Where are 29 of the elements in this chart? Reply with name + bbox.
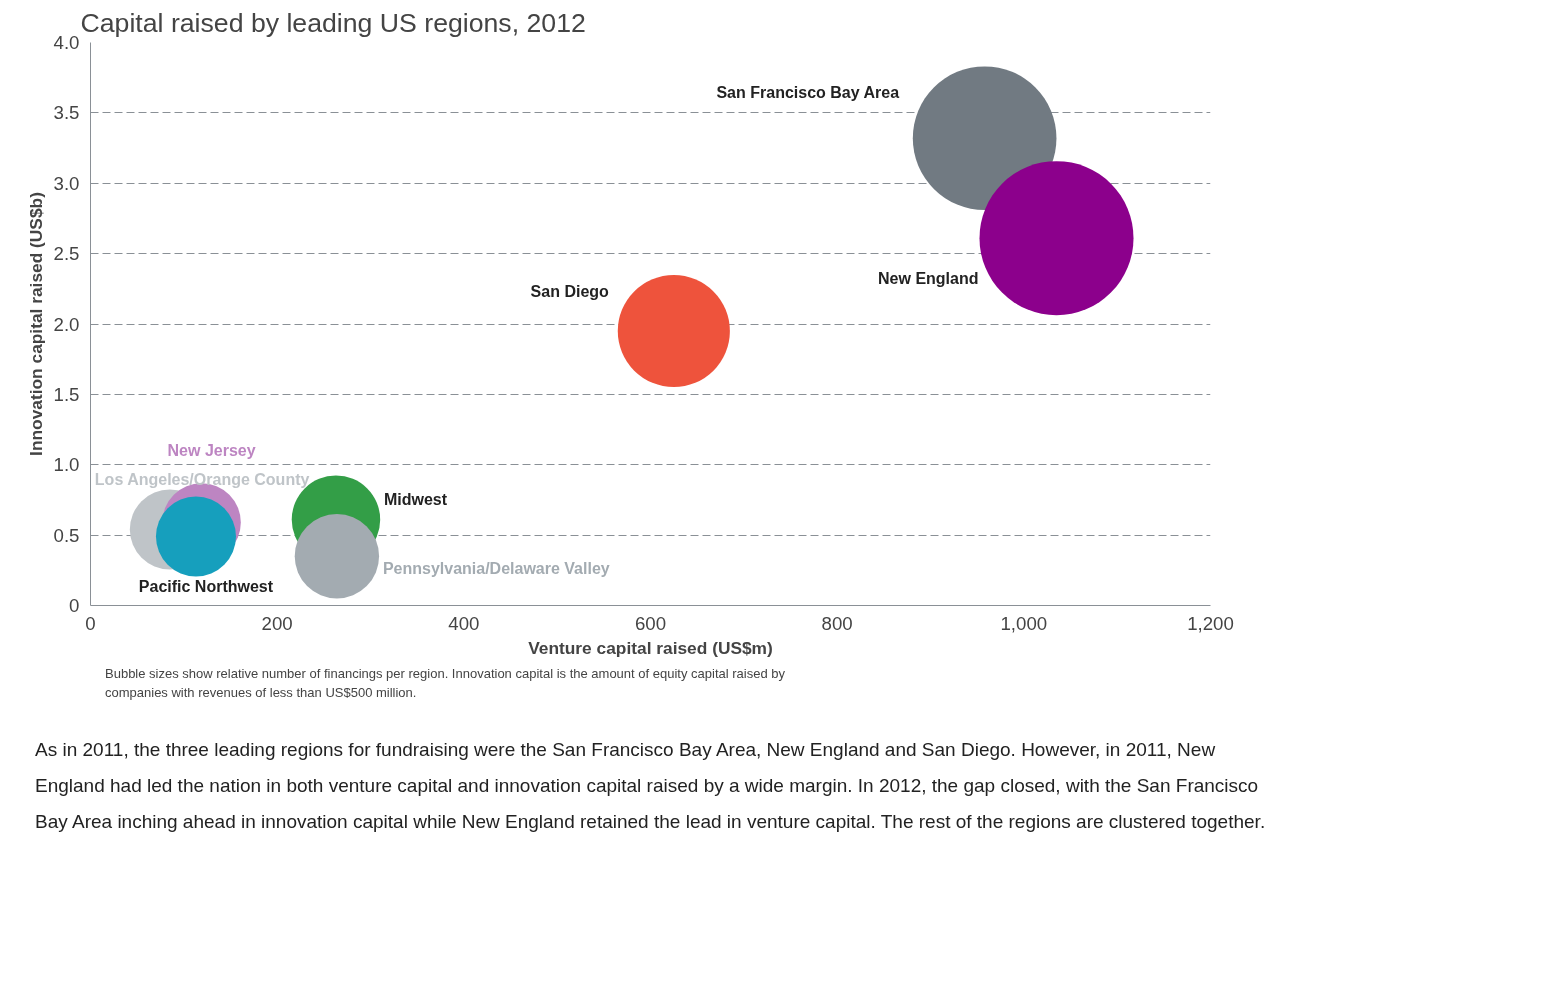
x-tick-label: 0 [85,612,96,634]
x-tick-label: 200 [261,612,293,634]
x-tick-label: 400 [448,612,480,634]
text: New Jersey [167,441,256,459]
series-label: New England [878,269,979,287]
y-tick-label: 1.0 [53,454,80,476]
x-tick-label: 600 [634,612,667,634]
y-axis-title: Innovation capital raised (US$b) [25,192,46,456]
text: As in 2011, the three leading regions for fundraising were the San Francisco Bay Area, New England and San Diego. However, in 2011, New England had led the nation in both venture capital and innovation capital raised by a wide margin. In 2012, the gap closed, with the San Francisco Bay Area inching ahead in innovation capital while New England retained the lead in venture capital. The rest of the regions are clustered together. [35,738,1267,835]
y-tick-label: 3.0 [53,172,80,194]
x-tick-label: 1,200 [1187,612,1234,634]
x-axis-title: Venture capital raised (US$m) [528,637,773,658]
y-tick-label: 3.5 [53,102,80,124]
series-label: San Diego [530,282,610,300]
series-label: Los Angeles/Orange County [94,470,310,488]
y-tick-label: 0 [69,595,80,616]
series-label: Pennsylvania/Delaware Valley [382,559,610,577]
series-label: San Francisco Bay Area [716,83,900,101]
y-tick-label: 2.5 [53,243,80,265]
x-tick-label: 800 [821,612,853,634]
y-tick-label: 1.5 [53,383,80,405]
series-label: Pacific Northwest [138,578,274,596]
y-tick-label: 2.0 [53,313,80,335]
y-tick-label: 4.0 [53,32,80,53]
text: Bubble sizes show relative number of financings per region. Innovation capital is the amount of equity capital raised by companies with revenues of less than US$500 million. [105,665,786,702]
y-tick-label: 0.5 [53,524,80,546]
chart-title: Capital raised by leading US regions, 2012 [80,7,586,38]
series-label: Midwest [383,491,448,509]
x-tick-label: 1,000 [1000,612,1048,634]
